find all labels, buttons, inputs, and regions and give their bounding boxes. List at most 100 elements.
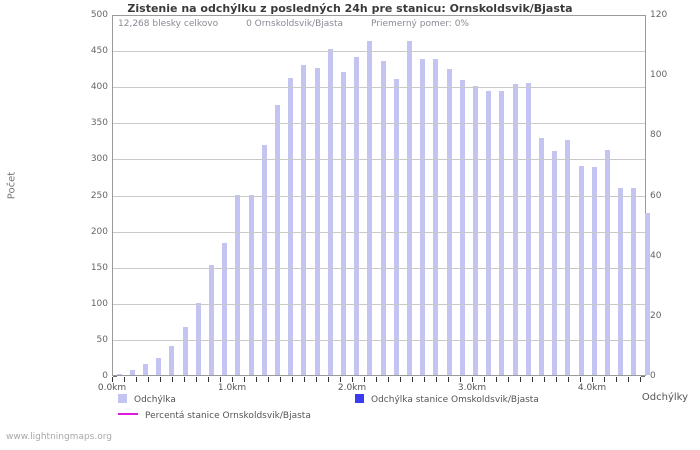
bar: [393, 78, 399, 375]
bar: [340, 71, 346, 375]
bar: [604, 149, 610, 375]
legend-label-odchylka: Odchýlka: [134, 395, 176, 405]
x-axis-tick-label: 1.0km: [217, 383, 247, 393]
x-axis-tick: [172, 377, 173, 382]
x-axis-tick: [256, 377, 257, 382]
x-axis-tick-label: 4.0km: [577, 383, 607, 393]
bar: [169, 346, 175, 375]
y-axis-right-tick-label: 60: [650, 190, 662, 201]
x-axis-tick: [616, 377, 617, 382]
bar: [552, 151, 558, 375]
x-axis-tick: [304, 377, 305, 382]
y-axis-left-title: Počet: [6, 171, 18, 200]
x-axis-tick: [160, 377, 161, 382]
x-axis-tick: [520, 377, 521, 382]
x-axis-tick-label: 2.0km: [337, 383, 367, 393]
x-axis-tick: [316, 377, 317, 382]
gridline: [113, 303, 645, 305]
x-axis-tick: [472, 377, 473, 382]
legend-item-odchylka[interactable]: Odchýlka: [118, 394, 176, 405]
x-axis-tick: [376, 377, 377, 382]
x-axis-tick: [184, 377, 185, 382]
y-axis-left-tick-label: 400: [90, 82, 108, 93]
bar: [618, 188, 624, 375]
y-axis-left-tick-label: 250: [90, 190, 108, 201]
bar: [354, 57, 360, 375]
x-axis-tick: [352, 377, 353, 382]
gridline: [113, 339, 645, 341]
bar: [525, 83, 531, 375]
bar: [129, 369, 135, 375]
x-axis-ticks: [112, 377, 646, 383]
x-axis-tick: [196, 377, 197, 382]
x-axis-tick: [556, 377, 557, 382]
bar: [420, 58, 426, 375]
x-axis-tick: [364, 377, 365, 382]
bar: [486, 90, 492, 375]
x-axis-tick: [580, 377, 581, 382]
x-axis-tick: [568, 377, 569, 382]
bar: [314, 68, 320, 375]
bar: [406, 41, 412, 375]
x-axis-tick: [436, 377, 437, 382]
x-axis-tick-label: 0.0km: [97, 383, 127, 393]
legend-right-label: Odchýlky: [641, 392, 688, 403]
y-axis-left-tick-label: 100: [90, 298, 108, 309]
y-axis-left-tick-label: 200: [90, 226, 108, 237]
legend-item-station-percent[interactable]: Percentá stanice Ornskoldsvik/Bjasta: [118, 411, 311, 421]
y-axis-left-tick-label: 500: [90, 10, 108, 20]
bar: [644, 212, 650, 375]
x-axis-tick: [448, 377, 449, 382]
annotation-total-strikes: 12,268 blesky celkovo: [118, 19, 219, 29]
bar: [565, 140, 571, 375]
chart-annotations: 12,268 blesky celkovo 0 Ornskoldsvik/Bjas…: [118, 19, 469, 29]
x-axis-tick: [532, 377, 533, 382]
y-axis-left-tick-label: 0: [102, 371, 108, 381]
x-axis-tick: [112, 377, 113, 382]
y-axis-left-tick-label: 150: [90, 262, 108, 273]
bar: [195, 302, 201, 375]
legend-swatch-station-deviation: [355, 394, 364, 403]
chart-legend: Odchýlka Odchýlka stanice Omskoldsvik/Bj…: [0, 392, 700, 432]
y-axis-right-tick-label: 40: [650, 250, 662, 261]
bar: [182, 327, 188, 375]
bar-series-odchylka: [113, 16, 650, 375]
bar: [142, 364, 148, 375]
x-axis-tick: [496, 377, 497, 382]
legend-swatch-station-percent: [118, 413, 138, 415]
x-axis-tick: [328, 377, 329, 382]
gridline: [113, 195, 645, 197]
bar: [380, 60, 386, 375]
x-axis-tick: [244, 377, 245, 382]
bar: [446, 68, 452, 375]
y-axis-left-tick-label: 350: [90, 118, 108, 129]
bar: [301, 64, 307, 375]
y-axis-right-tick-label: 0: [650, 371, 656, 381]
y-axis-left-tick-label: 300: [90, 154, 108, 165]
x-axis-labels: 0.0km 1.0km 2.0km 3.0km 4.0km: [0, 383, 700, 397]
x-axis-tick-label: 3.0km: [457, 383, 487, 393]
legend-item-station-deviation[interactable]: Odchýlka stanice Omskoldsvik/Bjasta: [355, 394, 539, 405]
gridline: [113, 231, 645, 233]
bar: [156, 358, 162, 375]
gridline: [113, 123, 645, 125]
x-axis-tick: [208, 377, 209, 382]
y-axis-right-tick-label: 80: [650, 130, 662, 141]
gridline: [113, 159, 645, 161]
annotation-station-count: 0 Ornskoldsvik/Bjasta: [246, 19, 343, 29]
x-axis-tick: [148, 377, 149, 382]
bar: [512, 84, 518, 375]
x-axis-tick: [640, 377, 641, 382]
gridline: [113, 267, 645, 269]
y-axis-right-tick-label: 120: [650, 10, 668, 20]
y-axis-right-tick-label: 100: [650, 70, 668, 81]
legend-label-station-percent: Percentá stanice Ornskoldsvik/Bjasta: [145, 411, 311, 421]
x-axis-tick: [604, 377, 605, 382]
bar: [578, 165, 584, 375]
x-axis-tick: [508, 377, 509, 382]
bar: [116, 373, 122, 375]
y-axis-left-tick-label: 450: [90, 46, 108, 57]
x-axis-tick: [268, 377, 269, 382]
bar: [222, 242, 228, 375]
